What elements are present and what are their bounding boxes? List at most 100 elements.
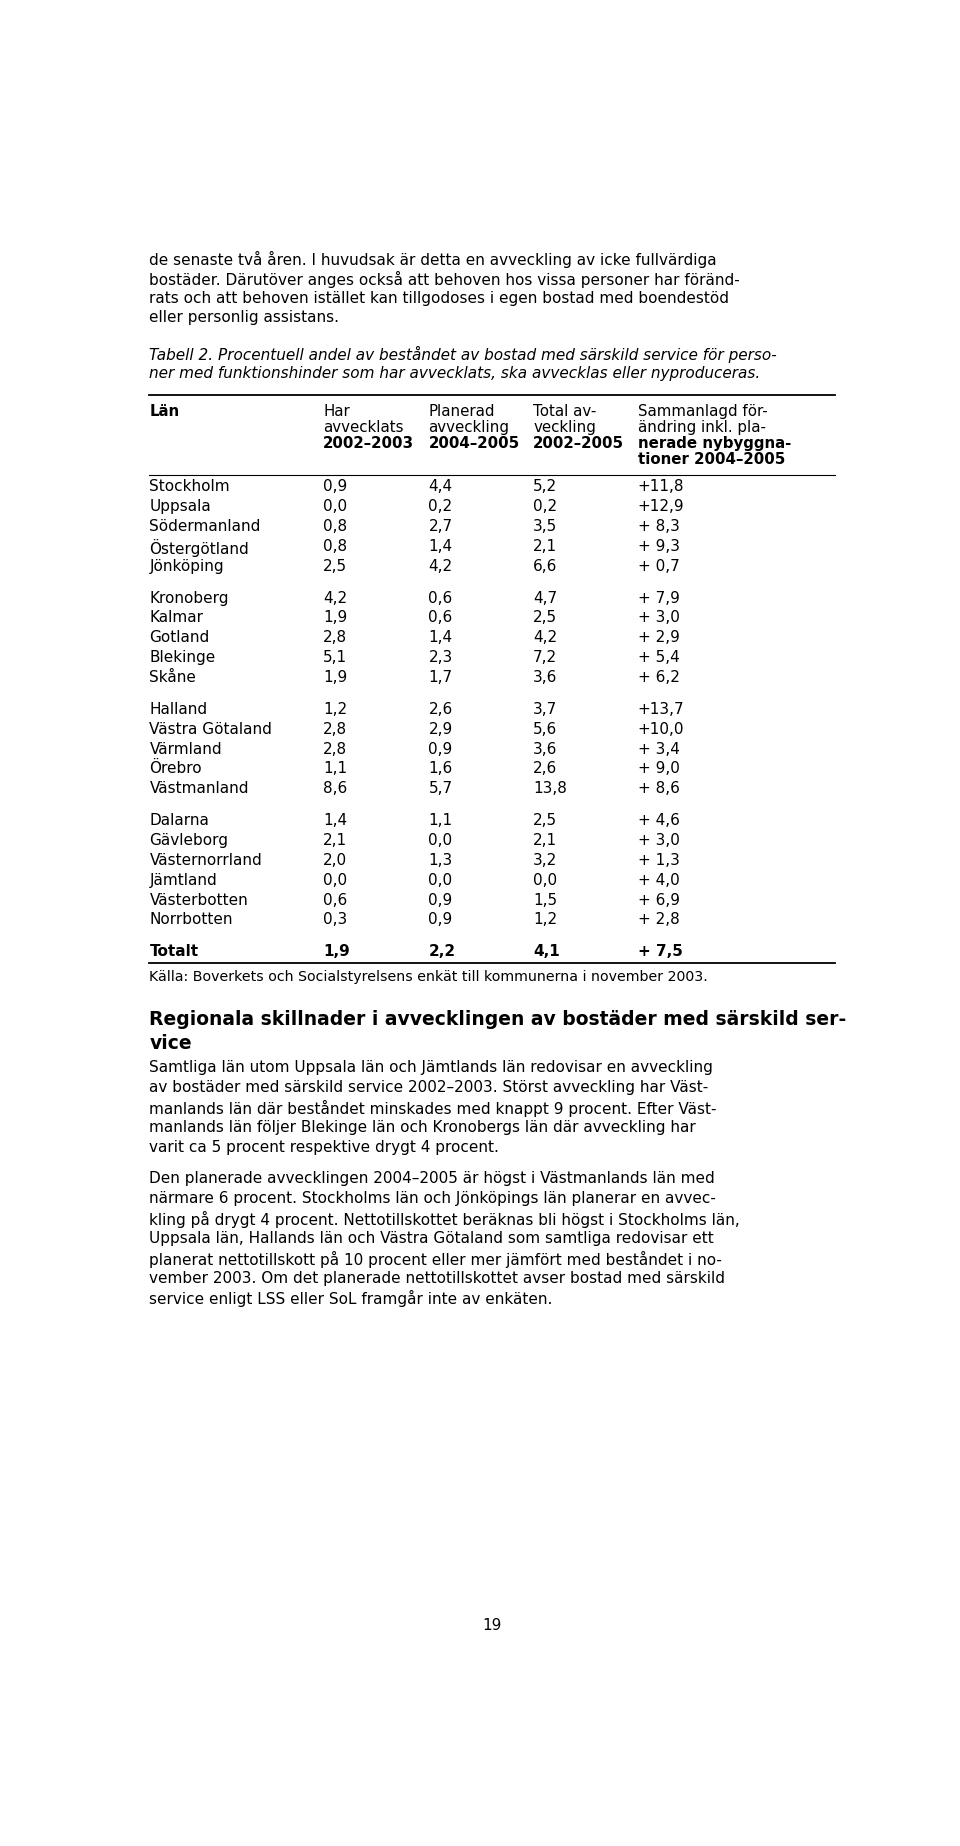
- Text: 5,6: 5,6: [533, 722, 558, 737]
- Text: manlands län följer Blekinge län och Kronobergs län där avveckling har: manlands län följer Blekinge län och Kro…: [150, 1121, 696, 1135]
- Text: 2,7: 2,7: [428, 519, 452, 533]
- Text: 2,8: 2,8: [324, 742, 348, 757]
- Text: +10,0: +10,0: [637, 722, 684, 737]
- Text: 1,4: 1,4: [428, 629, 452, 646]
- Text: 3,6: 3,6: [533, 742, 558, 757]
- Text: 0,2: 0,2: [428, 498, 452, 515]
- Text: 1,5: 1,5: [533, 893, 557, 908]
- Text: 2,5: 2,5: [324, 559, 348, 574]
- Text: av bostäder med särskild service 2002–2003. Störst avveckling har Väst-: av bostäder med särskild service 2002–20…: [150, 1080, 708, 1095]
- Text: Stockholm: Stockholm: [150, 480, 230, 495]
- Text: 2002–2003: 2002–2003: [324, 436, 414, 450]
- Text: + 2,9: + 2,9: [637, 629, 680, 646]
- Text: eller personlig assistans.: eller personlig assistans.: [150, 310, 340, 325]
- Text: Dalarna: Dalarna: [150, 812, 209, 829]
- Text: 4,7: 4,7: [533, 591, 557, 605]
- Text: 2,6: 2,6: [428, 701, 453, 716]
- Text: 7,2: 7,2: [533, 650, 557, 665]
- Text: 1,4: 1,4: [324, 812, 348, 829]
- Text: 4,2: 4,2: [324, 591, 348, 605]
- Text: +11,8: +11,8: [637, 480, 684, 495]
- Text: Uppsala: Uppsala: [150, 498, 211, 515]
- Text: 1,1: 1,1: [428, 812, 452, 829]
- Text: 3,6: 3,6: [533, 670, 558, 685]
- Text: bostäder. Därutöver anges också att behoven hos vissa personer har föränd-: bostäder. Därutöver anges också att beho…: [150, 271, 740, 288]
- Text: + 3,0: + 3,0: [637, 611, 680, 626]
- Text: 0,2: 0,2: [533, 498, 557, 515]
- Text: 1,6: 1,6: [428, 761, 453, 777]
- Text: 1,2: 1,2: [324, 701, 348, 716]
- Text: avvecklats: avvecklats: [324, 421, 403, 436]
- Text: Sammanlagd för-: Sammanlagd för-: [637, 404, 767, 419]
- Text: Tabell 2. Procentuell andel av beståndet av bostad med särskild service för pers: Tabell 2. Procentuell andel av beståndet…: [150, 345, 778, 362]
- Text: Västra Götaland: Västra Götaland: [150, 722, 273, 737]
- Text: Södermanland: Södermanland: [150, 519, 261, 533]
- Text: 2002–2005: 2002–2005: [533, 436, 624, 450]
- Text: Kronoberg: Kronoberg: [150, 591, 228, 605]
- Text: 6,6: 6,6: [533, 559, 558, 574]
- Text: Totalt: Totalt: [150, 945, 199, 960]
- Text: 5,7: 5,7: [428, 781, 452, 796]
- Text: 2,1: 2,1: [324, 833, 348, 847]
- Text: Regionala skillnader i avvecklingen av bostäder med särskild ser-: Regionala skillnader i avvecklingen av b…: [150, 1010, 847, 1030]
- Text: 0,3: 0,3: [324, 912, 348, 927]
- Text: 1,1: 1,1: [324, 761, 348, 777]
- Text: + 9,0: + 9,0: [637, 761, 680, 777]
- Text: 2004–2005: 2004–2005: [428, 436, 519, 450]
- Text: Källa: Boverkets och Socialstyrelsens enkät till kommunerna i november 2003.: Källa: Boverkets och Socialstyrelsens en…: [150, 971, 708, 984]
- Text: nerade nybyggna-: nerade nybyggna-: [637, 436, 791, 450]
- Text: 13,8: 13,8: [533, 781, 567, 796]
- Text: 8,6: 8,6: [324, 781, 348, 796]
- Text: Har: Har: [324, 404, 349, 419]
- Text: närmare 6 procent. Stockholms län och Jönköpings län planerar en avvec-: närmare 6 procent. Stockholms län och Jö…: [150, 1191, 716, 1205]
- Text: 2,2: 2,2: [428, 945, 456, 960]
- Text: 1,4: 1,4: [428, 539, 452, 554]
- Text: Jämtland: Jämtland: [150, 873, 217, 888]
- Text: Värmland: Värmland: [150, 742, 222, 757]
- Text: 0,0: 0,0: [533, 873, 557, 888]
- Text: 2,8: 2,8: [324, 722, 348, 737]
- Text: avveckling: avveckling: [428, 421, 510, 436]
- Text: + 7,9: + 7,9: [637, 591, 680, 605]
- Text: 2,3: 2,3: [428, 650, 453, 665]
- Text: ändring inkl. pla-: ändring inkl. pla-: [637, 421, 766, 436]
- Text: service enligt LSS eller SoL framgår inte av enkäten.: service enligt LSS eller SoL framgår int…: [150, 1290, 553, 1307]
- Text: + 1,3: + 1,3: [637, 853, 680, 868]
- Text: 4,1: 4,1: [533, 945, 560, 960]
- Text: tioner 2004–2005: tioner 2004–2005: [637, 452, 785, 467]
- Text: 0,0: 0,0: [428, 873, 452, 888]
- Text: 0,0: 0,0: [324, 498, 348, 515]
- Text: planerat nettotillskott på 10 procent eller mer jämfört med beståndet i no-: planerat nettotillskott på 10 procent el…: [150, 1252, 722, 1268]
- Text: 2,0: 2,0: [324, 853, 348, 868]
- Text: 0,9: 0,9: [428, 893, 453, 908]
- Text: 1,9: 1,9: [324, 945, 349, 960]
- Text: Gävleborg: Gävleborg: [150, 833, 228, 847]
- Text: 0,9: 0,9: [324, 480, 348, 495]
- Text: + 7,5: + 7,5: [637, 945, 683, 960]
- Text: Halland: Halland: [150, 701, 207, 716]
- Text: 5,1: 5,1: [324, 650, 348, 665]
- Text: 0,8: 0,8: [324, 519, 348, 533]
- Text: +13,7: +13,7: [637, 701, 684, 716]
- Text: 3,2: 3,2: [533, 853, 558, 868]
- Text: 0,9: 0,9: [428, 912, 453, 927]
- Text: varit ca 5 procent respektive drygt 4 procent.: varit ca 5 procent respektive drygt 4 pr…: [150, 1139, 499, 1156]
- Text: Län: Län: [150, 404, 180, 419]
- Text: + 0,7: + 0,7: [637, 559, 680, 574]
- Text: 19: 19: [482, 1619, 502, 1634]
- Text: 3,7: 3,7: [533, 701, 558, 716]
- Text: Planerad: Planerad: [428, 404, 495, 419]
- Text: Jönköping: Jönköping: [150, 559, 224, 574]
- Text: 1,9: 1,9: [324, 670, 348, 685]
- Text: 2,6: 2,6: [533, 761, 558, 777]
- Text: Skåne: Skåne: [150, 670, 197, 685]
- Text: 2,8: 2,8: [324, 629, 348, 646]
- Text: manlands län där beståndet minskades med knappt 9 procent. Efter Väst-: manlands län där beståndet minskades med…: [150, 1100, 717, 1117]
- Text: 5,2: 5,2: [533, 480, 557, 495]
- Text: + 5,4: + 5,4: [637, 650, 680, 665]
- Text: ner med funktionshinder som har avvecklats, ska avvecklas eller nyproduceras.: ner med funktionshinder som har avveckla…: [150, 366, 760, 380]
- Text: de senaste två åren. I huvudsak är detta en avveckling av icke fullvärdiga: de senaste två åren. I huvudsak är detta…: [150, 251, 717, 268]
- Text: + 9,3: + 9,3: [637, 539, 680, 554]
- Text: Total av-: Total av-: [533, 404, 596, 419]
- Text: + 6,2: + 6,2: [637, 670, 680, 685]
